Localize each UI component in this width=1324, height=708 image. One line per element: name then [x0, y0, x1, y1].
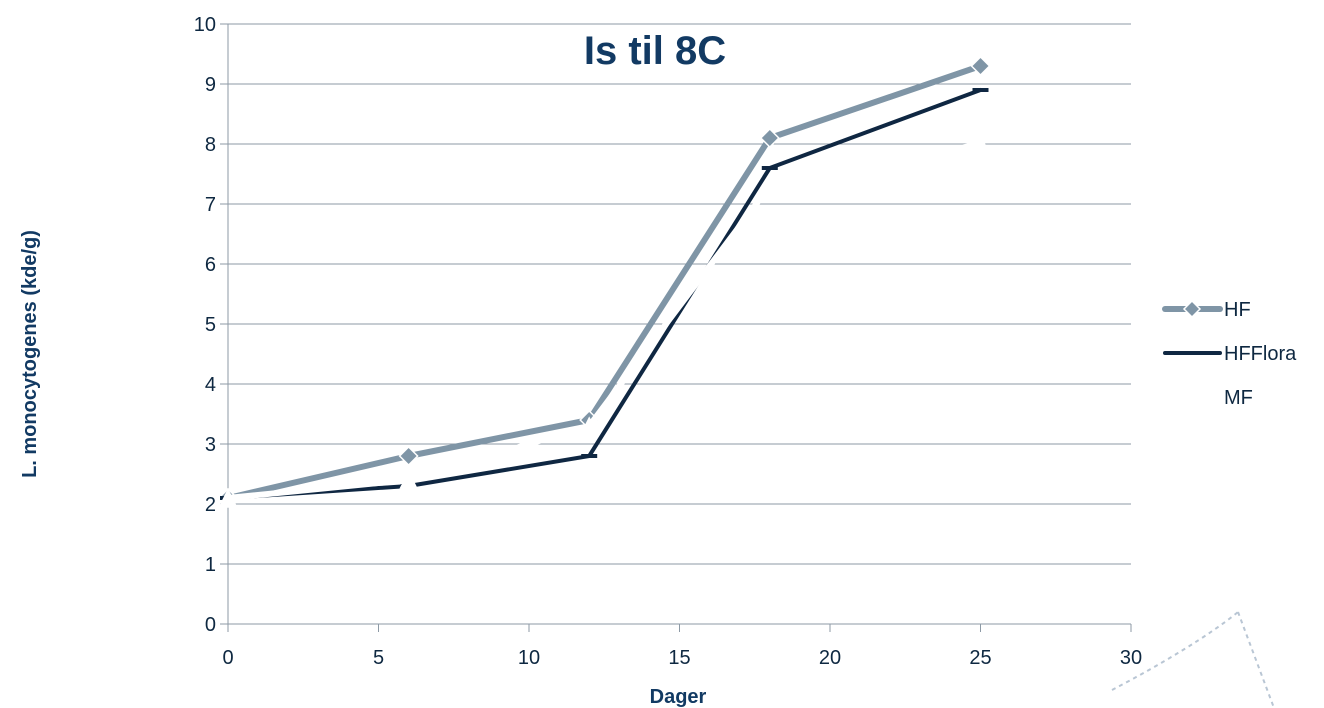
y-tick-label-7: 7 [205, 194, 216, 216]
x-tick-label-15: 15 [668, 647, 690, 669]
legend-item-hfflora: HFFlora [1163, 343, 1297, 365]
point-mf-1 [399, 470, 418, 489]
point-mf-0 [218, 488, 238, 507]
point-hf-4 [970, 55, 991, 77]
y-tick-label-4: 4 [205, 374, 216, 396]
legend-label-hf: HF [1224, 299, 1251, 321]
point-mf-3 [760, 176, 780, 195]
legend-label-hfflora: HFFlora [1224, 343, 1297, 365]
chart-text: Is til 8C Dager L. monocytogenes (kde/g) [19, 29, 726, 708]
x-tick-label-10: 10 [518, 647, 540, 669]
y-tick-label-8: 8 [205, 134, 216, 156]
x-tick-label-0: 0 [222, 647, 233, 669]
series-hfflora [220, 88, 989, 500]
y-tick-label-10: 10 [194, 14, 216, 36]
y-tick-label-3: 3 [205, 434, 216, 456]
axes: 0 1 2 3 4 5 6 7 8 9 10 0 5 10 15 20 25 30 [194, 14, 1142, 669]
point-mf-2 [579, 416, 599, 435]
point-mf-4 [971, 134, 990, 153]
point-hf-3 [759, 127, 780, 149]
legend-item-hf: HF [1162, 299, 1251, 321]
legend-label-mf: MF [1224, 387, 1253, 409]
y-tick-label-6: 6 [205, 254, 216, 276]
series-mf [218, 134, 990, 507]
grid-lines [228, 23, 1131, 625]
y-axis-label: L. monocytogenes (kde/g) [19, 230, 41, 478]
legend-item-mf: MF [1162, 387, 1253, 409]
x-tick-label-20: 20 [819, 647, 841, 669]
series-hf [217, 55, 991, 509]
legend-marker-hf [1182, 299, 1202, 319]
decorative-arc [1111, 611, 1275, 708]
series-line-hfflora [226, 88, 983, 500]
point-hf-1 [398, 445, 419, 467]
y-tick-label-0: 0 [205, 614, 216, 636]
x-axis-label: Dager [650, 686, 707, 708]
x-tick-label-30: 30 [1120, 647, 1142, 669]
x-tick-label-5: 5 [373, 647, 384, 669]
y-tick-label-2: 2 [205, 494, 216, 516]
chart-title: Is til 8C [584, 29, 726, 73]
y-tick-label-9: 9 [205, 74, 216, 96]
y-tick-label-1: 1 [205, 554, 216, 576]
legend: HF HFFlora MF [1162, 299, 1297, 409]
legend-marker-mf [1183, 388, 1201, 405]
series-line-mf [225, 141, 984, 501]
x-tick-label-25: 25 [969, 647, 991, 669]
series-group [217, 55, 991, 509]
y-tick-label-5: 5 [205, 314, 216, 336]
